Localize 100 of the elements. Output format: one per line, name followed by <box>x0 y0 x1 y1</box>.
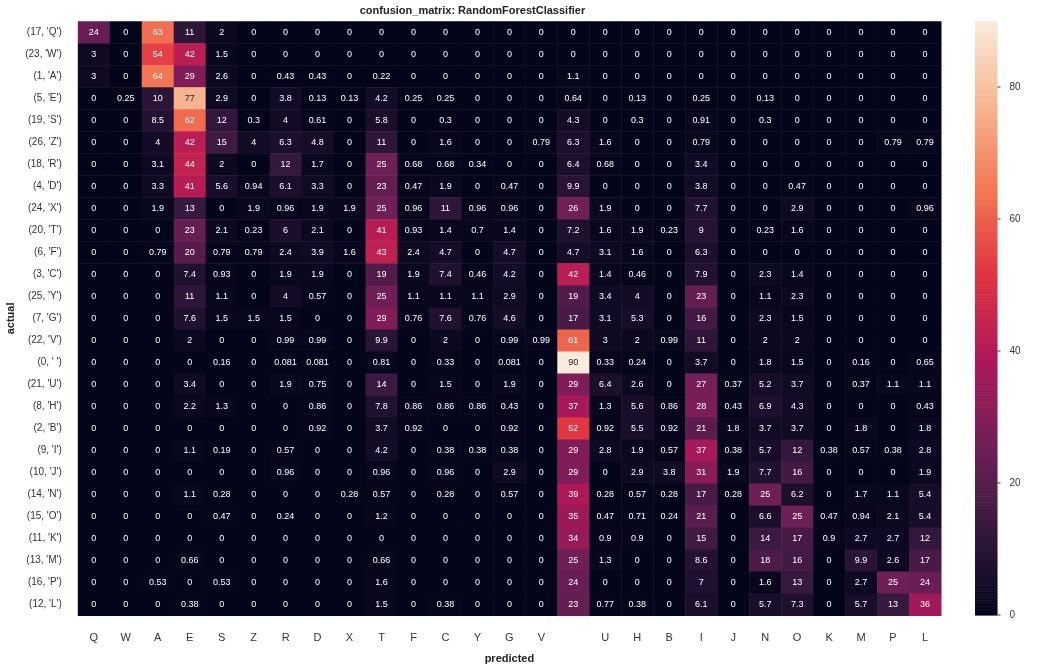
data-label: 0 <box>730 268 736 279</box>
y-tick-label: (25, 'Y') <box>27 290 62 302</box>
data-label: 3.4 <box>694 158 708 169</box>
data-label: 0 <box>474 92 480 103</box>
data-label: 0.76 <box>404 312 423 323</box>
data-label: 0 <box>762 136 768 147</box>
data-label: 11 <box>185 290 195 301</box>
data-label: 0 <box>155 466 161 477</box>
x-tick-label: Y <box>473 631 482 644</box>
data-label: 0 <box>347 599 353 610</box>
data-label: 1.1 <box>918 378 932 389</box>
data-label: 0.57 <box>308 290 327 301</box>
data-label: 6.6 <box>758 511 772 522</box>
data-label: 0 <box>315 312 321 323</box>
data-label: 0 <box>730 334 736 345</box>
data-label: 1.9 <box>407 268 420 279</box>
data-label: 0 <box>315 26 321 37</box>
data-label: 0 <box>538 378 544 389</box>
data-label: 0 <box>123 26 129 37</box>
data-label: 11 <box>376 136 387 147</box>
data-label: 0.53 <box>212 577 231 588</box>
data-label: 3.1 <box>599 312 612 323</box>
data-label: 4.2 <box>503 268 516 279</box>
data-label: 0 <box>251 356 257 367</box>
data-label: 0 <box>123 202 129 213</box>
data-label: 0.43 <box>308 70 327 81</box>
data-label: 64 <box>152 70 163 81</box>
data-label: 19 <box>376 268 387 279</box>
data-label: 1.1 <box>471 290 484 301</box>
data-label: 0 <box>730 290 736 301</box>
data-label: 0 <box>123 577 129 588</box>
data-label: 0 <box>762 180 768 191</box>
data-label: 0 <box>922 70 928 81</box>
data-label: 1.7 <box>311 158 324 169</box>
data-label: 0.47 <box>788 180 806 191</box>
data-label: 0.25 <box>404 92 423 103</box>
data-label: 0.93 <box>404 224 423 235</box>
data-label: 0.22 <box>372 70 391 81</box>
data-label: 0 <box>187 422 193 433</box>
x-tick-label: U <box>601 631 610 644</box>
data-label: 0 <box>538 224 544 235</box>
data-label: 0.38 <box>436 599 455 610</box>
data-label: 54 <box>152 48 163 59</box>
data-label: 0 <box>442 48 448 59</box>
data-label: 0 <box>922 334 928 345</box>
data-label: 0.57 <box>372 489 391 499</box>
data-label: 0 <box>347 48 353 59</box>
data-label: 0 <box>474 136 480 147</box>
data-label: 0 <box>219 334 225 345</box>
data-label: 0 <box>283 533 289 544</box>
data-label: 0.94 <box>852 511 870 522</box>
data-label: 0.92 <box>660 422 679 433</box>
data-label: 0 <box>123 489 129 499</box>
data-label: 0.61 <box>308 114 327 125</box>
data-label: 0.25 <box>436 92 455 103</box>
data-label: 0 <box>922 180 928 191</box>
data-label: 4 <box>283 114 289 125</box>
data-label: 2 <box>762 334 768 345</box>
data-label: 2 <box>442 334 448 345</box>
chart-title: confusion_matrix: RandomForestClassifier <box>359 3 586 16</box>
data-label: 0 <box>91 246 97 257</box>
data-label: 0 <box>666 92 672 103</box>
data-label: 0 <box>826 70 832 81</box>
data-label: 0 <box>666 290 672 301</box>
data-label: 0.92 <box>308 422 327 433</box>
data-label: 1.9 <box>599 202 612 213</box>
data-label: 0 <box>283 48 289 59</box>
data-label: 2.3 <box>790 290 804 301</box>
data-label: 0 <box>762 48 768 59</box>
data-label: 0 <box>155 599 161 610</box>
data-label: 0 <box>506 114 512 125</box>
data-label: 0.24 <box>628 356 647 367</box>
data-label: 0 <box>474 334 480 345</box>
data-label: 0 <box>123 378 129 389</box>
data-label: 42 <box>568 268 579 279</box>
data-label: 0 <box>538 533 544 544</box>
data-label: 37 <box>696 444 707 455</box>
data-label: 0 <box>762 26 768 37</box>
data-label: 0 <box>474 114 480 125</box>
data-label: 0 <box>826 312 832 323</box>
data-label: 0 <box>794 70 800 81</box>
data-label: 0 <box>826 202 832 213</box>
data-label: 0 <box>91 511 97 522</box>
data-label: 0 <box>474 533 480 544</box>
data-label: 0.57 <box>660 444 679 455</box>
data-label: 0 <box>410 511 416 522</box>
data-label: 0 <box>666 70 672 81</box>
data-label: 0 <box>858 334 864 345</box>
data-label: 25 <box>792 511 803 522</box>
data-label: 0.68 <box>436 158 455 169</box>
data-label: 1.6 <box>599 224 612 235</box>
data-label: 0 <box>698 48 704 59</box>
y-tick-label: (9, 'I') <box>37 444 62 456</box>
data-label: 0 <box>506 26 512 37</box>
data-label: 0 <box>538 158 544 169</box>
data-label: 0 <box>251 400 257 411</box>
data-label: 0 <box>347 422 353 433</box>
data-label: 23 <box>376 180 387 191</box>
data-label: 0.99 <box>308 334 327 345</box>
data-label: 0 <box>123 334 129 345</box>
